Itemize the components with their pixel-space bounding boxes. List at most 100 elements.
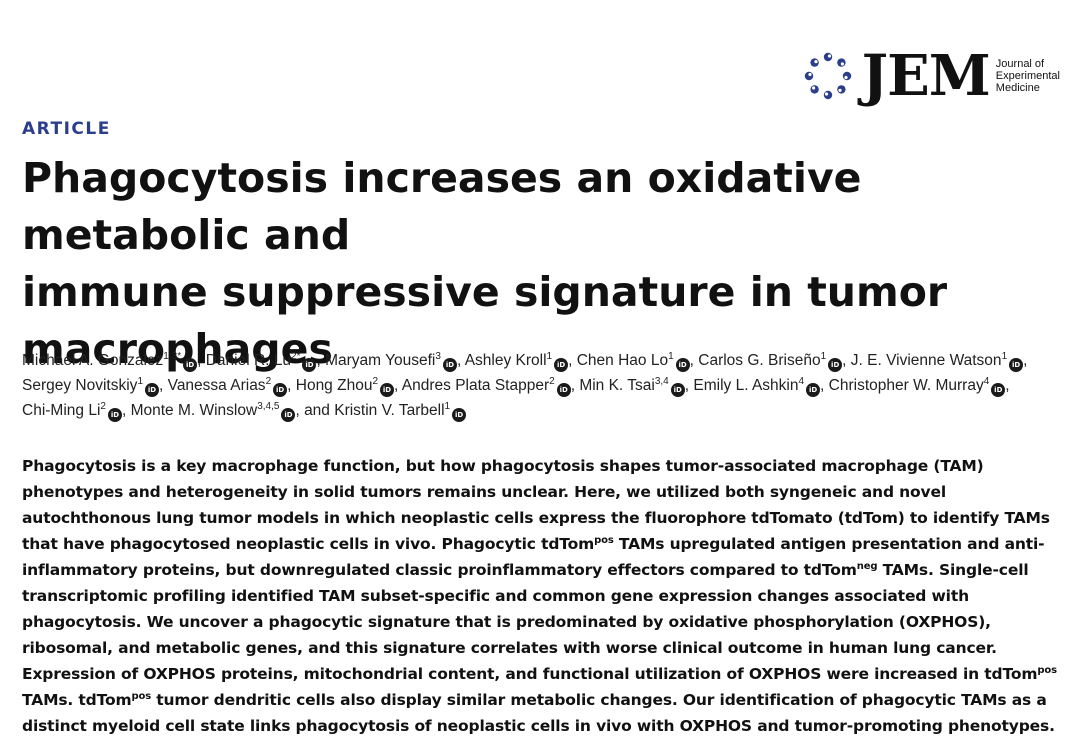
title-line: immune suppressive signature in tumor	[22, 268, 948, 316]
author-name: Hong Zhou	[295, 377, 373, 394]
author-affiliation: 4	[983, 375, 990, 387]
author-name: Kristin V. Tarbell	[334, 402, 445, 419]
author[interactable]: Andres Plata Stapper2iD	[401, 376, 571, 397]
author[interactable]: Monte M. Winslow3,4,5iD	[131, 400, 296, 422]
orcid-icon[interactable]: iD	[554, 358, 569, 372]
author-affiliation: 1	[820, 350, 827, 362]
author-separator: ,	[689, 352, 699, 369]
author-affiliation: 1	[546, 350, 553, 362]
orcid-icon[interactable]: iD	[273, 383, 288, 397]
author[interactable]: Chi-Ming Li2iD	[22, 400, 122, 422]
journal-subtitle-line: Experimental	[995, 70, 1060, 82]
orcid-icon[interactable]: iD	[828, 358, 843, 372]
jem-emblem-icon	[804, 52, 851, 100]
author-separator: ,	[287, 377, 296, 394]
orcid-icon[interactable]: iD	[670, 383, 685, 397]
author-separator: ,	[394, 377, 402, 394]
author-list: Michael A. Gonzalez1,3*iD, Daniel R. Lu2…	[22, 348, 1067, 423]
author[interactable]: Michael A. Gonzalez1,3*iD	[22, 350, 198, 372]
abstract: Phagocytosis is a key macrophage functio…	[22, 453, 1067, 739]
author-affiliation: 1,3*	[163, 350, 182, 362]
orcid-icon[interactable]: iD	[452, 408, 467, 422]
author-name: Andres Plata Stapper	[401, 377, 550, 394]
author-name: J. E. Vivienne Watson	[850, 352, 1002, 369]
orcid-icon[interactable]: iD	[1009, 358, 1024, 372]
orcid-icon[interactable]: iD	[302, 358, 317, 372]
orcid-icon[interactable]: iD	[380, 383, 395, 397]
author-affiliation: 2	[372, 375, 379, 387]
author-name: Daniel R. Lu	[205, 352, 292, 369]
author-name: Maryam Yousefi	[325, 352, 436, 369]
author-affiliation: 3,4,5	[257, 400, 280, 412]
author-name: Christopher W. Murray	[828, 377, 984, 394]
abstract-superscript: pos	[131, 690, 151, 702]
author-affiliation: 2*	[291, 350, 301, 362]
author-separator: ,	[568, 352, 577, 369]
author[interactable]: Min K. Tsai3,4iD	[579, 375, 685, 397]
abstract-text: TAMs. Single-cell transcriptomic profili…	[22, 561, 1038, 683]
author-affiliation: 3,4	[654, 375, 669, 387]
author[interactable]: Christopher W. Murray4iD	[828, 375, 1006, 397]
author-affiliation: 1	[1001, 350, 1008, 362]
author[interactable]: Hong Zhou2iD	[295, 375, 395, 397]
author-separator: ,	[159, 377, 168, 394]
author-affiliation: 2	[100, 400, 106, 412]
journal-subtitle-line: Journal of	[995, 58, 1045, 70]
author-name: Chi-Ming Li	[22, 402, 101, 419]
author[interactable]: Kristin V. Tarbell1iD	[334, 401, 467, 422]
author[interactable]: Emily L. Ashkin4iD	[693, 375, 821, 397]
orcid-icon[interactable]: iD	[991, 383, 1006, 397]
author-separator: ,	[1023, 352, 1028, 369]
orcid-icon[interactable]: iD	[675, 358, 690, 372]
author[interactable]: Maryam Yousefi3iD	[325, 350, 457, 372]
author-separator: ,	[684, 377, 694, 394]
orcid-icon[interactable]: iD	[183, 358, 198, 372]
author[interactable]: J. E. Vivienne Watson1iD	[850, 350, 1024, 372]
author-name: Chen Hao Lo	[576, 352, 669, 369]
orcid-icon[interactable]: iD	[107, 408, 122, 422]
author[interactable]: Vanessa Arias2iD	[167, 376, 288, 397]
author-name: Ashley Kroll	[464, 352, 547, 369]
article-title: Phagocytosis increases an oxidative meta…	[22, 150, 1062, 378]
orcid-icon[interactable]: iD	[442, 358, 457, 372]
author-separator: ,	[316, 352, 326, 369]
author[interactable]: Chen Hao Lo1iD	[576, 350, 690, 372]
journal-logo-wordmark: JEM	[861, 43, 991, 109]
author-affiliation: 1	[668, 350, 674, 362]
author-name: Min K. Tsai	[579, 377, 655, 394]
orcid-icon[interactable]: iD	[145, 383, 159, 397]
author[interactable]: Sergey Novitskiy1iD	[22, 375, 159, 397]
abstract-text: TAMs. tdTom	[22, 691, 132, 709]
orcid-icon[interactable]: iD	[806, 383, 821, 397]
author-name: Emily L. Ashkin	[693, 377, 799, 394]
author-separator: ,	[1005, 377, 1010, 394]
author[interactable]: Daniel R. Lu2*iD	[205, 350, 317, 372]
abstract-text: Phagocytosis is a key macrophage functio…	[22, 457, 1050, 553]
author-name: Carlos G. Briseño	[698, 352, 821, 369]
author-separator: ,	[570, 377, 580, 394]
author-affiliation: 4	[798, 375, 805, 387]
author-separator: ,	[121, 402, 131, 419]
journal-logo-subtitle: Journal of Experimental Medicine	[996, 58, 1060, 94]
abstract-text: tumor dendritic cells also display simil…	[22, 691, 1055, 735]
author-separator: ,	[197, 352, 206, 369]
author-affiliation: 1	[137, 375, 143, 387]
journal-subtitle-line: Medicine	[995, 82, 1040, 94]
author-name: Vanessa Arias	[167, 377, 266, 394]
orcid-icon[interactable]: iD	[281, 408, 296, 422]
author-name: Michael A. Gonzalez	[22, 352, 164, 369]
author-affiliation: 3	[435, 350, 441, 362]
orcid-icon[interactable]: iD	[556, 383, 571, 397]
abstract-superscript: pos	[594, 534, 614, 546]
author-name: Sergey Novitskiy	[22, 377, 138, 394]
article-type-label: ARTICLE	[22, 119, 111, 139]
title-line: Phagocytosis increases an oxidative meta…	[22, 154, 862, 259]
author-separator: ,	[820, 377, 829, 394]
author[interactable]: Carlos G. Briseño1iD	[698, 350, 843, 372]
author-separator: ,	[842, 352, 851, 369]
journal-logo[interactable]: JEM Journal of Experimental Medicine	[800, 40, 1060, 112]
author-separator: , and	[295, 402, 335, 419]
author[interactable]: Ashley Kroll1iD	[464, 350, 569, 372]
abstract-superscript: pos	[1037, 664, 1057, 676]
author-separator: ,	[456, 352, 465, 369]
